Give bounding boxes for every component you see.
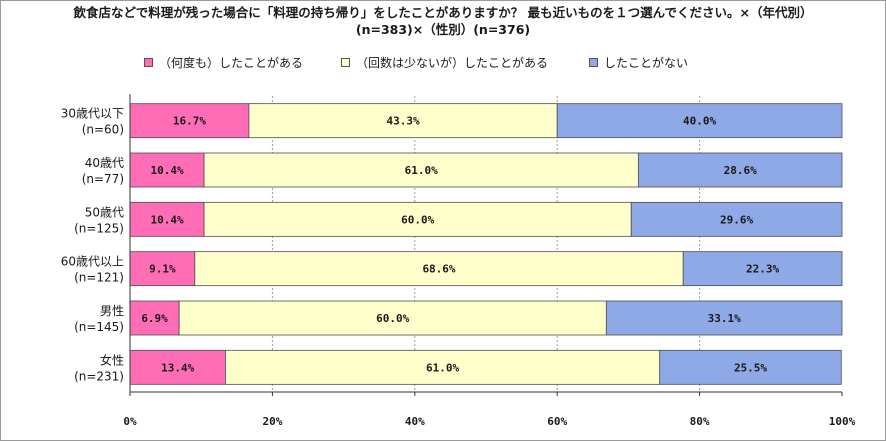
category-n-label: (n=125) [74, 221, 124, 235]
bar-segment-frequent [129, 300, 180, 336]
bar-segment-never [637, 152, 843, 188]
category-n-label: (n=121) [74, 271, 124, 285]
data-label-occasional: 60.0% [376, 312, 409, 325]
data-label-never: 40.0% [683, 115, 716, 128]
data-label-occasional: 43.3% [386, 115, 419, 128]
legend-item-frequent: （何度も）したことがある [144, 54, 303, 71]
data-label-never: 28.6% [724, 164, 757, 177]
chart-title-line-1: 飲食店などで料理が残った場合に「料理の持ち帰り」をしたことがありますか？ 最も近… [73, 5, 813, 20]
category-label: 女性 [100, 352, 124, 367]
legend-swatch-occasional [341, 58, 350, 67]
chart-legend: （何度も）したことがある （回数は少ないが）したことがある したことがない [0, 54, 886, 70]
bar-segment-never [659, 349, 842, 385]
chart-title-line-2: (n=383)×（性別）(n=376) [355, 22, 531, 37]
bar-segment-never [605, 300, 843, 336]
bar-segment-frequent [129, 201, 205, 237]
x-tick-label: 20% [262, 415, 282, 428]
data-label-occasional: 68.6% [422, 263, 455, 276]
legend-item-never: したことがない [589, 54, 688, 71]
data-label-occasional: 61.0% [426, 361, 459, 374]
bar-segment-occasional [203, 201, 632, 237]
data-label-occasional: 60.0% [401, 213, 434, 226]
data-label-frequent: 13.4% [161, 361, 194, 374]
data-label-frequent: 9.1% [149, 263, 176, 276]
category-n-label: (n=145) [74, 320, 124, 334]
data-label-occasional: 61.0% [405, 164, 438, 177]
bar-segment-frequent [129, 349, 226, 385]
category-label: 30歳代以下 [61, 107, 124, 121]
data-label-never: 29.6% [720, 213, 753, 226]
data-label-frequent: 10.4% [150, 164, 183, 177]
category-n-label: (n=231) [74, 369, 124, 383]
data-label-never: 22.3% [746, 263, 779, 276]
bar-segment-never [682, 251, 843, 287]
bar-segment-never [556, 103, 843, 139]
data-label-frequent: 16.7% [173, 115, 206, 128]
bar-segment-frequent [129, 251, 196, 287]
legend-label-occasional: （回数は少ないが）したことがある [356, 56, 549, 70]
bar-segment-occasional [203, 152, 639, 188]
category-label: 男性 [100, 304, 124, 318]
data-label-never: 33.1% [708, 312, 741, 325]
legend-swatch-never [589, 58, 598, 67]
category-n-label: (n=60) [82, 123, 124, 137]
category-n-label: (n=77) [82, 172, 124, 186]
x-tick-label: 100% [829, 415, 856, 428]
x-tick-label: 80% [690, 415, 710, 428]
bar-segment-frequent [129, 103, 250, 139]
bar-segment-occasional [225, 349, 661, 385]
bar-segment-never [630, 201, 843, 237]
legend-label-frequent: （何度も）したことがある [159, 56, 304, 70]
data-label-never: 25.5% [734, 361, 767, 374]
legend-swatch-frequent [144, 58, 153, 67]
chart-title: 飲食店などで料理が残った場合に「料理の持ち帰り」をしたことがありますか？ 最も近… [4, 4, 882, 38]
legend-item-occasional: （回数は少ないが）したことがある [341, 54, 548, 71]
data-label-frequent: 10.4% [150, 213, 183, 226]
x-tick-label: 40% [405, 415, 425, 428]
legend-label-never: したことがない [604, 56, 689, 70]
bar-segment-occasional [248, 103, 558, 139]
category-label: 50歳代 [85, 205, 124, 219]
category-label: 40歳代 [85, 156, 124, 170]
data-label-frequent: 6.9% [141, 312, 168, 325]
x-tick-label: 0% [123, 415, 137, 428]
bar-segment-occasional [178, 300, 607, 336]
x-tick-label: 60% [547, 415, 567, 428]
category-label: 60歳代以上 [61, 255, 124, 269]
bar-segment-occasional [194, 251, 684, 287]
